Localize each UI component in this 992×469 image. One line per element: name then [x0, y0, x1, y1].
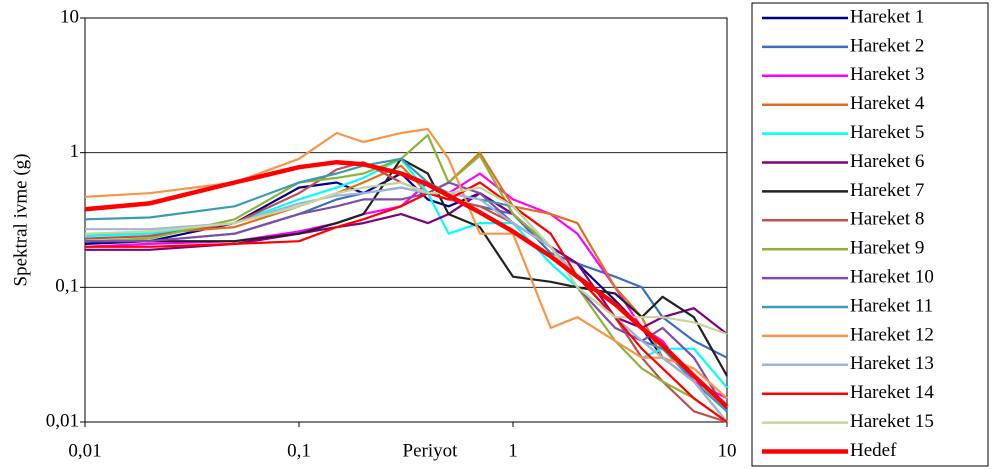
series-line [85, 186, 728, 423]
legend-label: Hareket 2 [850, 35, 924, 56]
legend-label: Hareket 6 [850, 151, 924, 172]
y-tick-label: 10 [60, 6, 79, 27]
y-tick-label: 0,01 [46, 410, 79, 431]
y-axis-label: Spektral ivme (g) [10, 154, 31, 287]
series-line [85, 181, 728, 412]
legend-label: Hareket 14 [850, 382, 934, 403]
series-line [84, 157, 728, 389]
legend-label: Hareket 9 [850, 238, 924, 259]
x-axis-label: Periyot [403, 440, 459, 461]
series-line [84, 172, 728, 400]
x-tick-label: 0,1 [287, 440, 311, 461]
legend-label: Hareket 3 [850, 64, 924, 85]
series-line [84, 172, 728, 413]
legend-label: Hareket 11 [850, 295, 933, 316]
legend-label: Hareket 5 [850, 122, 924, 143]
x-tick-label: 10 [718, 440, 737, 461]
legend-label: Hareket 4 [850, 93, 925, 114]
legend-label: Hareket 8 [850, 209, 924, 230]
series-line [85, 157, 728, 377]
legend-box [751, 2, 989, 467]
series-line [85, 181, 728, 423]
plot-border [84, 17, 728, 423]
series-line [84, 181, 728, 336]
legend-label: Hareket 12 [850, 324, 934, 345]
legend-label: Hedef [850, 440, 897, 461]
y-tick-label: 0,1 [55, 276, 79, 297]
legend-label: Hareket 15 [850, 411, 934, 432]
series-line [84, 159, 729, 409]
legend-label: Hareket 10 [850, 266, 934, 287]
y-tick-label: 1 [70, 141, 80, 162]
legend-label: Hareket 13 [850, 353, 934, 374]
series-line [84, 134, 728, 423]
legend-label: Hareket 7 [850, 180, 924, 201]
legend-label: Hareket 1 [850, 6, 924, 27]
x-tick-label: 1 [508, 440, 518, 461]
x-tick-label: 0,01 [68, 440, 101, 461]
